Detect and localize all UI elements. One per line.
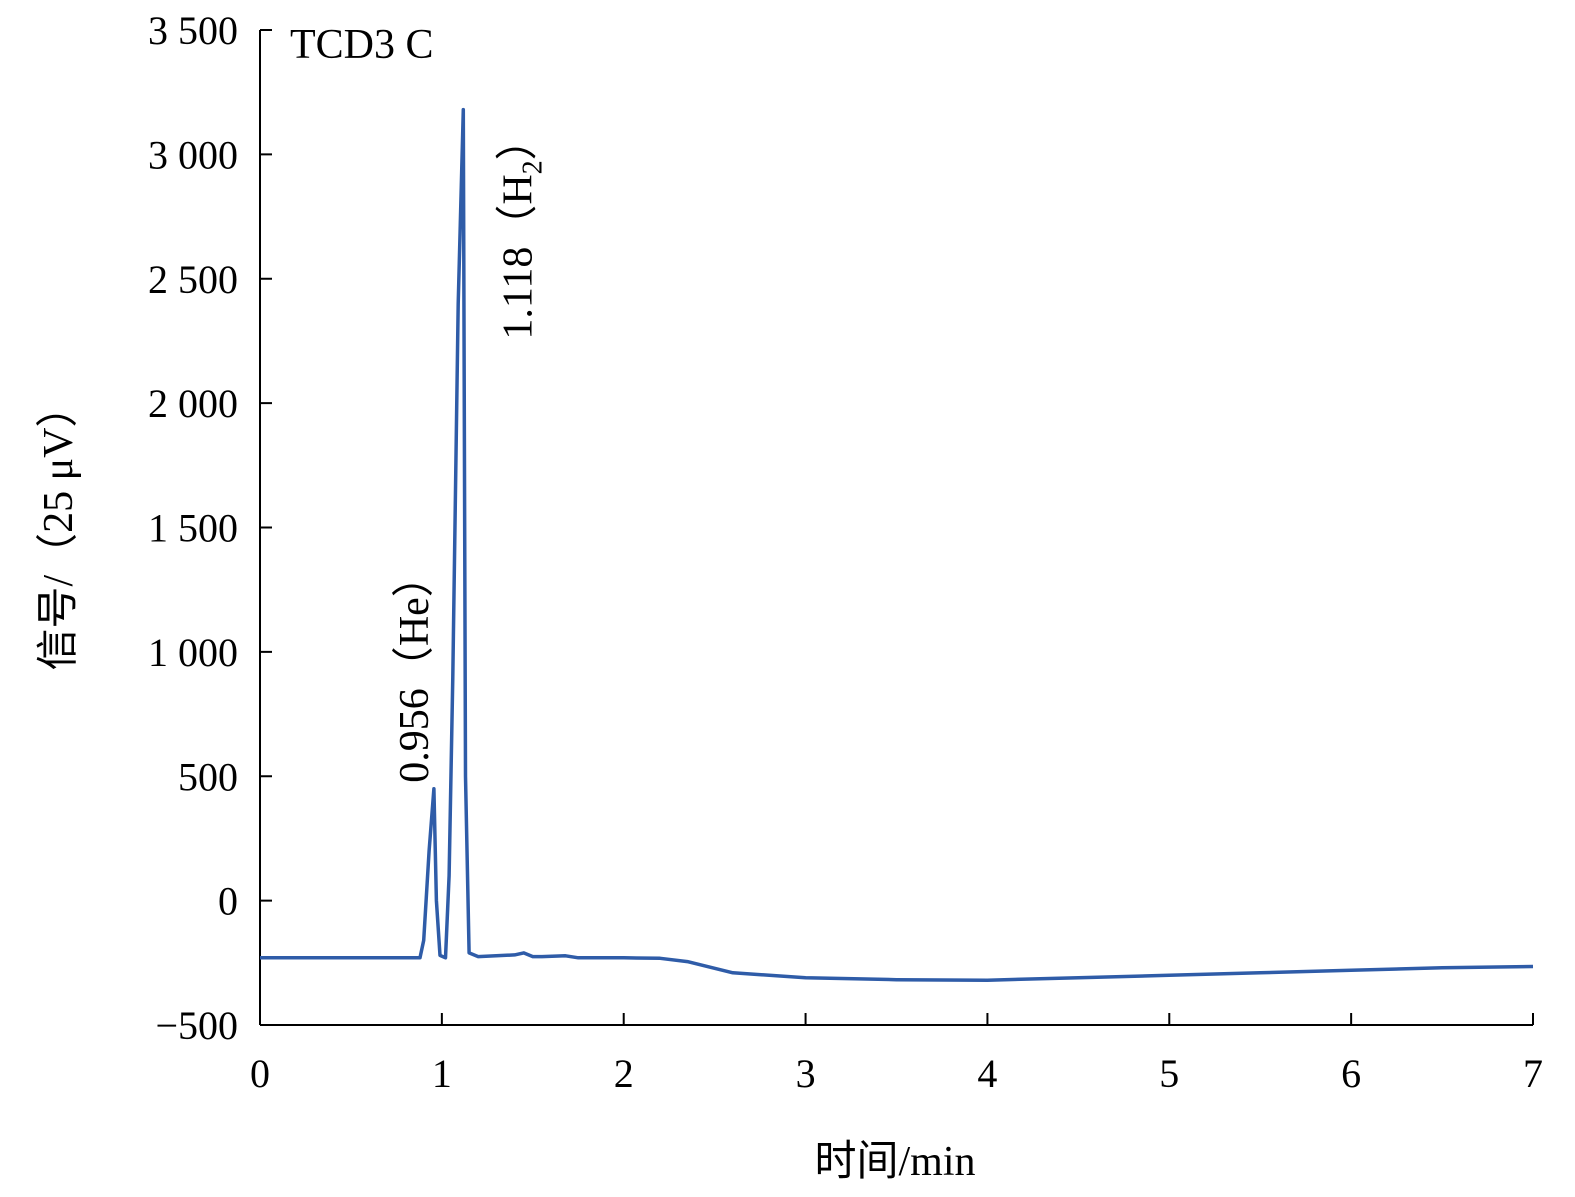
x-tick-label: 2 xyxy=(614,1051,634,1096)
x-tick-label: 4 xyxy=(977,1051,997,1096)
x-tick-label: 6 xyxy=(1341,1051,1361,1096)
y-tick-label: 0 xyxy=(218,879,238,924)
series-line xyxy=(260,107,1534,982)
peak-label-h2-main: 1.118（H xyxy=(495,174,541,339)
x-tick-label: 3 xyxy=(796,1051,816,1096)
x-tick-label: 7 xyxy=(1523,1051,1543,1096)
x-tick-label: 5 xyxy=(1159,1051,1179,1096)
y-tick-label: 2 000 xyxy=(148,381,238,426)
peak-label-h2: 1.118（H2） xyxy=(495,118,548,339)
y-tick-label: −500 xyxy=(155,1003,238,1048)
peak-label-h2-subscript: 2 xyxy=(517,160,548,174)
peak-label-h2-end: ） xyxy=(495,118,541,160)
y-tick-label: 3 000 xyxy=(148,132,238,177)
chart-title: TCD3 C xyxy=(290,22,434,68)
peak-label-he: 0.956（He） xyxy=(392,555,438,782)
x-ticks: 0 1 2 3 4 5 6 7 xyxy=(250,1013,1543,1096)
y-axis-label: 信号/（25 μV） xyxy=(36,385,82,670)
y-tick-label: 3 500 xyxy=(148,8,238,53)
y-tick-label: 1 000 xyxy=(148,630,238,675)
x-axis-label: 时间/min xyxy=(814,1139,975,1185)
y-tick-label: 1 500 xyxy=(148,506,238,551)
x-tick-label: 0 xyxy=(250,1051,270,1096)
axes xyxy=(259,30,1533,1026)
y-tick-label: 2 500 xyxy=(148,257,238,302)
y-tick-label: 500 xyxy=(178,754,238,799)
x-tick-label: 1 xyxy=(432,1051,452,1096)
y-ticks: −500 0 500 1 000 1 500 2 000 2 500 3 000 3 500 xyxy=(148,8,272,1048)
